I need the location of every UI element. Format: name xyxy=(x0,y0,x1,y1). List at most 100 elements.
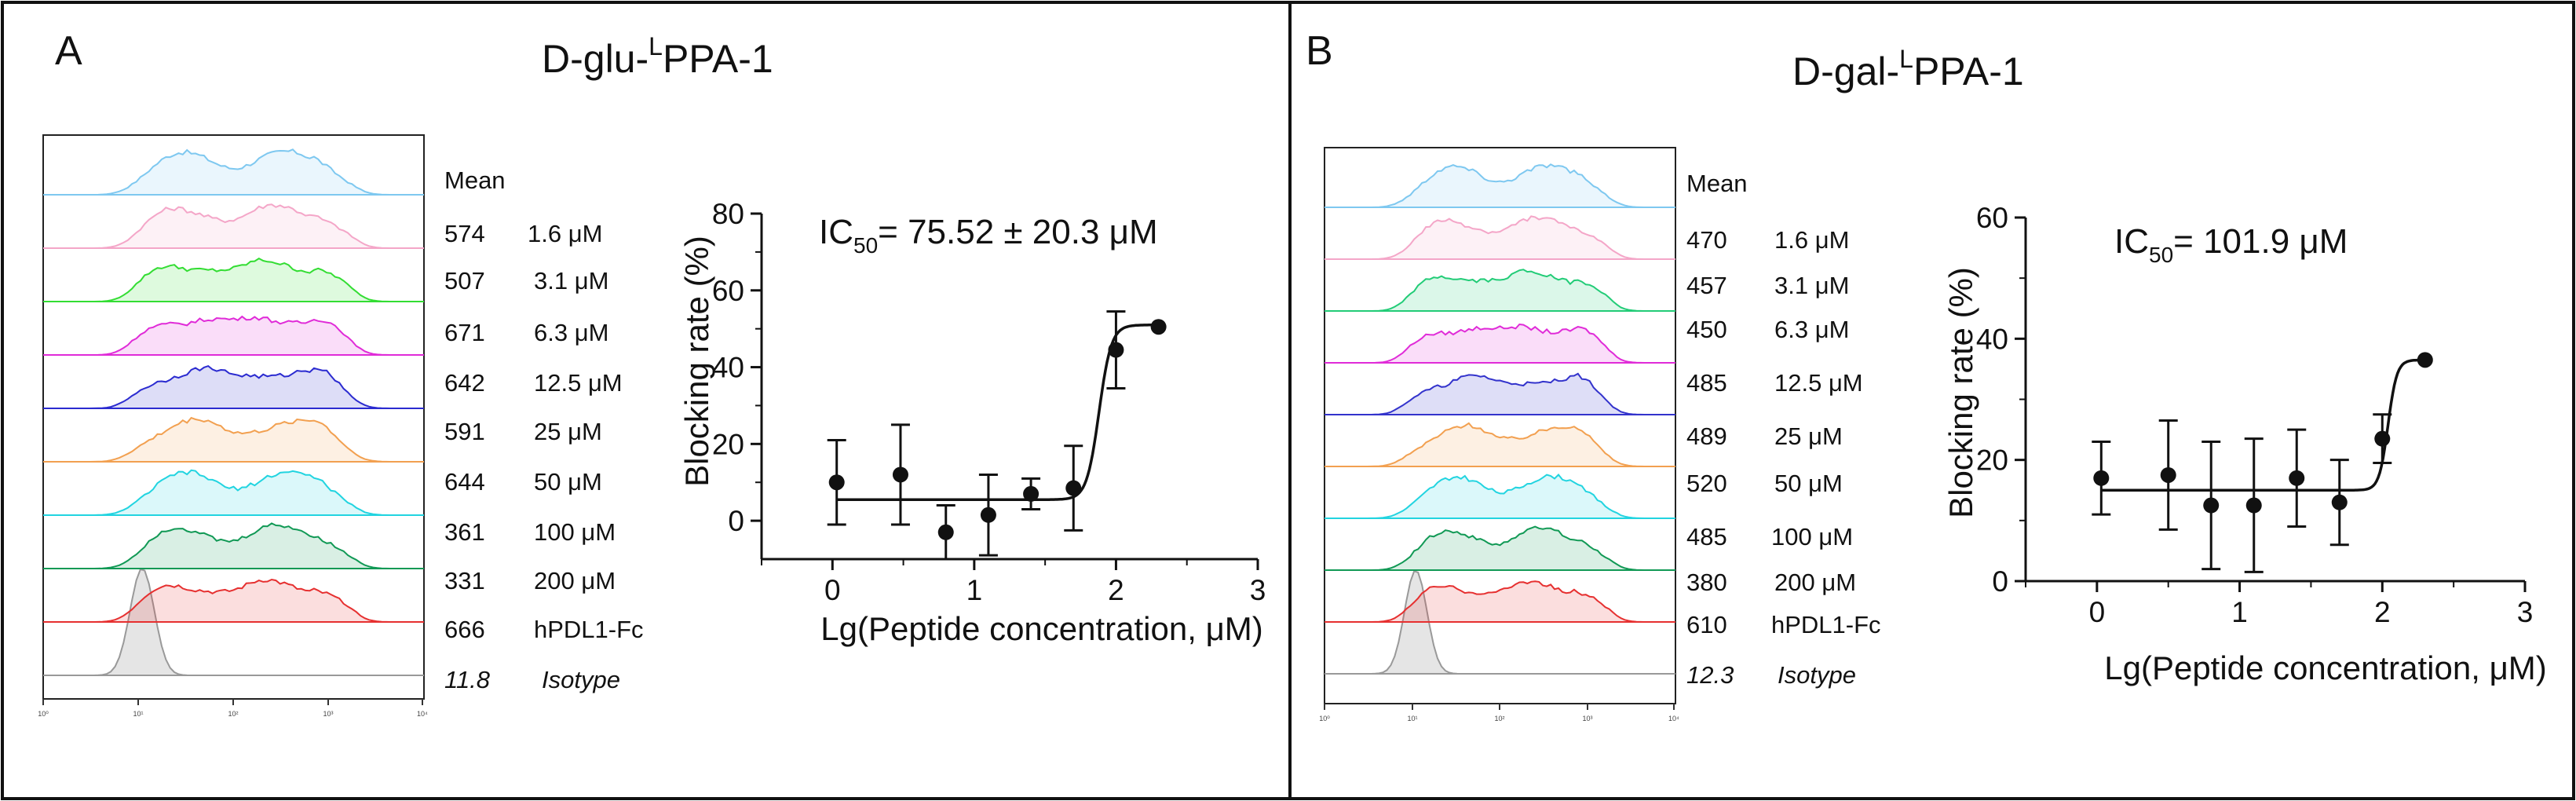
x-tick-label: 1 xyxy=(2231,596,2248,628)
hist-tick-label: 10⁴ xyxy=(417,710,428,718)
y-tick-label: 80 xyxy=(712,198,744,230)
row-label: 6.3 μM xyxy=(1774,316,1849,343)
row-mean: 666 xyxy=(444,616,485,643)
fit-curve xyxy=(836,324,1159,501)
histogram-curve xyxy=(1325,215,1675,260)
ic50-label: IC50= 75.52 ± 20.3 μM xyxy=(819,213,1158,258)
histogram-curve xyxy=(1325,473,1675,519)
data-point xyxy=(2160,466,2176,483)
row-label: 50 μM xyxy=(534,468,602,496)
histogram-curve xyxy=(43,364,424,409)
row-mean: 331 xyxy=(444,567,485,594)
x-tick-label: 0 xyxy=(2089,596,2106,628)
histogram-curve xyxy=(43,416,424,463)
row-label: 12.5 μM xyxy=(1774,369,1863,397)
mean-table: Mean 470 1.6 μM 457 3.1 μM 450 6.3 μM 48… xyxy=(1686,170,1881,689)
data-point xyxy=(2331,494,2348,510)
histogram-curve xyxy=(43,257,424,302)
histogram-curves xyxy=(43,148,424,676)
row-label: hPDL1-Fc xyxy=(1771,611,1881,638)
data-point xyxy=(2093,470,2110,486)
histogram-curve xyxy=(43,469,424,516)
row-mean: 610 xyxy=(1686,611,1727,638)
row-label: Isotype xyxy=(542,666,620,693)
hist-tick-label: 10¹ xyxy=(1407,715,1417,722)
row-mean: 642 xyxy=(444,369,485,397)
row-mean: 485 xyxy=(1686,523,1727,550)
x-tick-label: 2 xyxy=(1108,574,1124,606)
row-label: 1.6 μM xyxy=(528,220,602,247)
row-label: 25 μM xyxy=(1774,422,1843,450)
histogram-curve xyxy=(1325,323,1675,364)
row-label: 50 μM xyxy=(1774,470,1843,497)
histogram-axis: 10⁰ 10¹ 10² 10³ 10⁴ xyxy=(1319,704,1679,722)
row-label: hPDL1-Fc xyxy=(534,616,644,643)
y-tick-label: 40 xyxy=(712,352,744,384)
row-label: 25 μM xyxy=(534,418,602,445)
fit-curve xyxy=(2101,358,2425,492)
data-marks xyxy=(2092,352,2433,573)
y-tick-label: 0 xyxy=(1992,565,2008,598)
data-point xyxy=(2374,430,2391,447)
y-tick-label: 60 xyxy=(1976,202,2008,234)
flow-histogram: 10⁰ 10¹ 10² 10³ 10⁴ xyxy=(1319,147,1679,722)
hist-tick-label: 10⁴ xyxy=(1668,715,1679,722)
y-tick-label: 40 xyxy=(1976,323,2008,355)
row-mean: 361 xyxy=(444,518,485,546)
hist-tick-label: 10⁰ xyxy=(1319,715,1330,722)
row-mean: 457 xyxy=(1686,272,1727,299)
panel-title: D-gal-LPPA-1 xyxy=(1792,45,2024,93)
row-mean: 11.8 xyxy=(444,666,491,693)
x-tick-label: 3 xyxy=(2517,596,2534,628)
hist-tick-label: 10² xyxy=(1494,715,1504,722)
x-tick-label: 3 xyxy=(1250,574,1266,606)
histogram-curve xyxy=(1325,580,1675,623)
histogram-curve xyxy=(1325,372,1675,415)
ic50-text: IC50= 75.52 ± 20.3 μM xyxy=(819,213,1158,258)
ic50-label: IC50= 101.9 μM xyxy=(2114,222,2348,267)
table-header: Mean xyxy=(1686,170,1748,197)
x-axis-label: Lg(Peptide concentration, μM) xyxy=(820,610,1263,647)
histogram-curve xyxy=(1325,422,1675,467)
ic50-text: IC50= 101.9 μM xyxy=(2114,222,2348,267)
histogram-curve xyxy=(1325,269,1675,312)
row-mean: 12.3 xyxy=(1686,661,1734,689)
row-mean: 574 xyxy=(444,220,485,247)
histogram-curves xyxy=(1325,163,1675,675)
data-point xyxy=(2245,497,2262,514)
y-tick-label: 0 xyxy=(728,505,744,537)
data-point xyxy=(2417,352,2433,368)
hist-tick-label: 10¹ xyxy=(133,710,143,718)
row-mean: 520 xyxy=(1686,470,1727,497)
row-label: 3.1 μM xyxy=(1774,272,1849,299)
panel-letter: A xyxy=(55,28,82,74)
row-mean: 485 xyxy=(1686,369,1727,397)
x-tick-label: 0 xyxy=(824,574,841,606)
panel-title: D-glu-LPPA-1 xyxy=(542,32,773,81)
axes: 0 20 40 60 80 0 1 2 3 xyxy=(712,198,1266,606)
panel-b: B D-gal-LPPA-1 10⁰ 10¹ 10² 10³ 10⁴ Mean … xyxy=(1306,28,2547,722)
histogram-curve xyxy=(1325,163,1675,208)
row-label: 200 μM xyxy=(1774,569,1856,596)
row-label: 12.5 μM xyxy=(534,369,623,397)
hist-tick-label: 10³ xyxy=(1582,715,1592,722)
data-point xyxy=(980,507,996,523)
y-tick-label: 20 xyxy=(1976,444,2008,477)
row-mean: 507 xyxy=(444,267,485,294)
y-axis-label: Blocking rate (%) xyxy=(1942,267,1979,518)
row-label: Isotype xyxy=(1778,661,1856,689)
data-point xyxy=(892,466,908,483)
hist-tick-label: 10⁰ xyxy=(38,710,49,718)
row-label: 6.3 μM xyxy=(534,319,608,346)
panel-a: A D-glu-LPPA-1 10⁰ 10¹ 10² 10³ 10⁴ Mea xyxy=(38,28,1266,718)
row-mean: 470 xyxy=(1686,226,1727,254)
mean-table: Mean 574 1.6 μM 507 3.1 μM 671 6.3 μM 64… xyxy=(444,166,644,693)
row-mean: 591 xyxy=(444,418,485,445)
histogram-curve xyxy=(1325,570,1675,675)
row-mean: 671 xyxy=(444,319,485,346)
hist-tick-label: 10² xyxy=(228,710,238,718)
row-mean: 489 xyxy=(1686,422,1727,450)
data-point xyxy=(1023,485,1040,502)
